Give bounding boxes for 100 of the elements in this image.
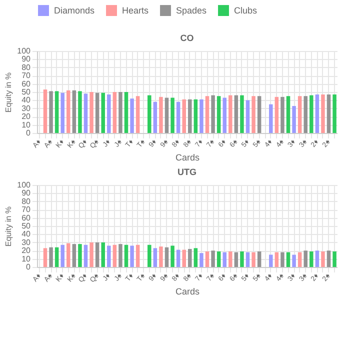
bar: [43, 248, 48, 267]
bar: [222, 98, 226, 133]
bar: [107, 246, 111, 267]
bar: [170, 246, 174, 267]
y-axis-title: Equity in %: [4, 206, 14, 247]
y-tick-label: 60: [22, 79, 32, 88]
bar: [269, 254, 273, 267]
bar: [130, 246, 134, 267]
bar: [252, 96, 256, 133]
bar: [304, 96, 308, 133]
y-tick-label: 30: [22, 104, 32, 113]
bar: [332, 251, 336, 267]
bar: [84, 244, 88, 267]
bar: [200, 99, 204, 133]
bar: [118, 244, 122, 267]
bar: [257, 96, 262, 133]
bar: [315, 250, 320, 267]
bar: [49, 91, 53, 133]
y-tick-label: 50: [22, 222, 32, 230]
bar: [90, 242, 94, 267]
bar: [112, 244, 117, 267]
bar: [90, 92, 94, 133]
bar: [78, 244, 82, 267]
bar: [43, 90, 48, 133]
bar: [164, 247, 169, 267]
bar: [321, 251, 325, 267]
bar: [153, 248, 158, 267]
bar: [194, 99, 198, 133]
bar: [321, 94, 325, 133]
bar: [310, 251, 314, 267]
bar: [170, 98, 174, 133]
chart-title: CO: [180, 33, 194, 43]
bar: [216, 251, 221, 267]
bar: [136, 244, 140, 267]
bar: [112, 92, 117, 133]
y-tick-label: 100: [17, 46, 32, 56]
bar: [310, 95, 314, 133]
legend-label: Hearts: [122, 6, 150, 16]
bar: [124, 92, 128, 133]
bar: [95, 242, 100, 267]
bar: [118, 92, 122, 133]
bar: [257, 251, 262, 267]
y-tick-label: 20: [22, 246, 32, 256]
bar: [78, 91, 82, 133]
y-tick-label: 60: [22, 213, 32, 222]
bar: [326, 250, 331, 267]
bar: [72, 244, 76, 267]
y-tick-label: 30: [22, 238, 32, 247]
bar: [304, 250, 308, 267]
y-tick-label: 0: [26, 128, 32, 138]
bar: [315, 94, 320, 133]
y-tick-label: 10: [22, 254, 32, 264]
bar: [159, 246, 163, 267]
bar: [292, 254, 296, 267]
bar: [274, 96, 279, 133]
bar: [246, 100, 250, 133]
bar: [205, 251, 210, 267]
bar: [326, 94, 331, 133]
bar: [182, 99, 186, 133]
bar: [136, 96, 140, 133]
bar: [176, 250, 180, 267]
bar: [280, 252, 284, 267]
bar: [246, 252, 250, 267]
bar: [274, 252, 279, 267]
y-tick-label: 90: [22, 188, 32, 198]
bar: [188, 248, 192, 267]
bar: [286, 96, 290, 133]
bar: [240, 95, 244, 133]
chart-title: UTG: [178, 167, 196, 177]
bar: [148, 95, 152, 133]
x-axis-title: Cards: [175, 152, 200, 162]
bar: [130, 98, 134, 133]
y-tick-label: 40: [22, 230, 32, 239]
y-tick-label: 20: [22, 112, 32, 122]
y-axis-title: Equity in %: [4, 72, 14, 113]
bar: [332, 94, 336, 133]
bar: [72, 90, 76, 133]
y-tick-label: 70: [22, 71, 32, 80]
bar: [66, 243, 70, 267]
bar: [188, 99, 192, 133]
bar: [176, 102, 180, 133]
y-tick-label: 0: [26, 262, 32, 272]
bar: [66, 90, 70, 133]
y-tick-label: 90: [22, 54, 32, 64]
bar: [101, 242, 105, 267]
bar: [49, 247, 53, 267]
bar: [222, 252, 226, 267]
bar: [211, 250, 215, 267]
x-axis-title: Cards: [175, 286, 200, 296]
bar: [182, 250, 186, 267]
bar: [153, 102, 158, 133]
bar: [164, 98, 169, 133]
bar: [205, 96, 210, 133]
bar: [292, 106, 296, 133]
bar: [60, 244, 64, 267]
y-tick-label: 10: [22, 120, 32, 130]
bar: [228, 251, 232, 267]
y-tick-label: 70: [22, 205, 32, 214]
bar: [286, 252, 290, 267]
bar: [95, 92, 100, 133]
